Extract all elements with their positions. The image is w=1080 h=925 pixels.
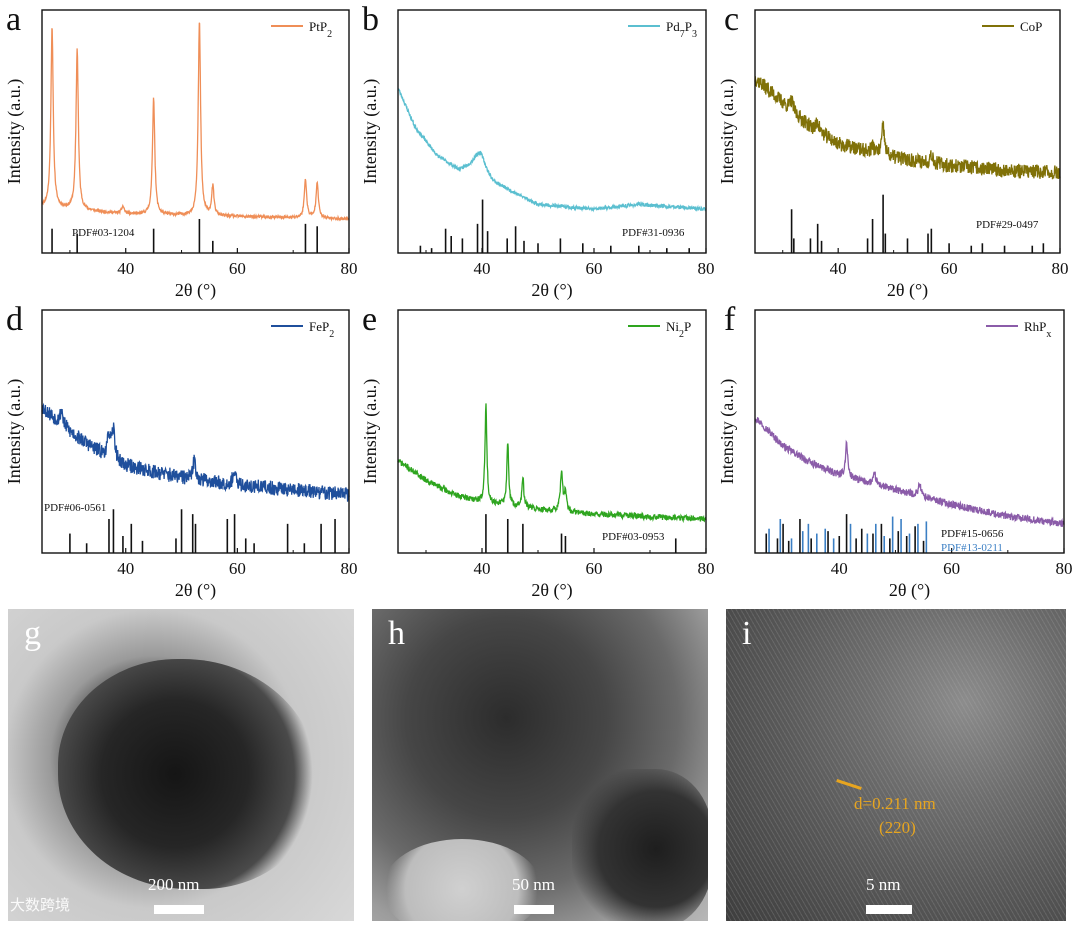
x-tick-label: 40 — [117, 259, 134, 278]
x-tick-label: 40 — [117, 559, 134, 578]
xrd-panel-d: 40 60 80 2θ (°) Intensity (a.u.) d FeP2 PDF#06-… — [4, 301, 358, 601]
reference-pattern — [485, 514, 677, 553]
plot-frame — [41, 9, 350, 254]
xrd-panel-e: 40 60 80 2θ (°) Intensity (a.u.) e Ni2P PDF#03-… — [360, 301, 715, 601]
x-tick-label: 60 — [586, 259, 603, 278]
diffraction-curve — [754, 417, 1065, 527]
pdf-card-label: PDF#03-0953 — [602, 531, 665, 543]
x-tick-label: 40 — [831, 559, 848, 578]
x-axis-title: 2θ (°) — [889, 580, 930, 601]
xrd-panel-f: 40 60 80 2θ (°) Intensity (a.u.) f RhPx PDF#15-… — [717, 301, 1073, 601]
diffraction-curve — [397, 88, 707, 213]
x-axis-title: 2θ (°) — [531, 280, 572, 301]
y-axis-title: Intensity (a.u.) — [4, 379, 25, 484]
legend: CoP — [982, 19, 1042, 34]
tem-panel-g: g 200 nm — [8, 609, 354, 921]
x-tick-label: 80 — [1056, 559, 1073, 578]
scale-bar-label: 50 nm — [512, 875, 555, 894]
panel-letter-h: h — [388, 615, 405, 652]
lattice-fringes — [726, 609, 1066, 921]
watermark-text: 大数跨境 — [10, 896, 71, 914]
d-spacing-label: d=0.211 nm — [854, 794, 936, 813]
pdf-card-label: PDF#13-0211 — [941, 542, 1003, 554]
xrd-panel-b: 40 60 80 2θ (°) Intensity (a.u.) b Pd7P3 PDF#31… — [360, 1, 715, 301]
x-tick-label: 80 — [341, 559, 358, 578]
x-tick-label: 80 — [1052, 259, 1069, 278]
legend-label: CoP — [1020, 19, 1042, 34]
reference-pattern — [51, 218, 318, 253]
pdf-card-label: PDF#03-1204 — [72, 227, 135, 239]
x-tick-label: 40 — [474, 559, 491, 578]
y-axis-title: Intensity (a.u.) — [717, 79, 738, 184]
panel-letter-i: i — [742, 615, 752, 652]
y-axis-title: Intensity (a.u.) — [360, 379, 381, 484]
scale-bar-label: 200 nm — [148, 875, 200, 894]
diffraction-curve — [754, 76, 1061, 180]
x-tick-label: 80 — [698, 559, 715, 578]
pdf-card-label: PDF#15-0656 — [941, 528, 1004, 540]
panel-letter: a — [6, 1, 21, 38]
plot-frame — [754, 309, 1065, 554]
legend: FeP2 — [271, 319, 334, 340]
diffraction-curve — [397, 403, 707, 524]
legend: Pd7P3 — [628, 19, 697, 40]
pdf-card-label: PDF#06-0561 — [44, 502, 106, 514]
y-axis-title: Intensity (a.u.) — [360, 79, 381, 184]
legend-label: Ni2P — [666, 319, 691, 340]
xrd-panel-a: 40 60 80 2θ (°) Intensity (a.u.) a PtP2 PDF#03-… — [4, 1, 358, 301]
legend: Ni2P — [628, 319, 691, 340]
y-axis-title: Intensity (a.u.) — [717, 379, 738, 484]
diffraction-curve — [41, 22, 350, 222]
tem-particle-cluster — [58, 659, 318, 889]
x-axis-title: 2θ (°) — [175, 580, 216, 601]
scale-bar — [154, 905, 204, 914]
x-tick-label: 60 — [229, 559, 246, 578]
reference-pattern — [69, 509, 336, 553]
legend-label: FeP2 — [309, 319, 334, 340]
tem-panel-h: h 50 nm — [372, 609, 708, 921]
plot-frame — [754, 9, 1061, 254]
legend: PtP2 — [271, 19, 332, 40]
reference-pattern — [790, 194, 1045, 253]
scale-bar — [866, 905, 912, 914]
plot-frame — [397, 309, 707, 554]
diffraction-curve — [41, 402, 350, 502]
x-tick-label: 80 — [698, 259, 715, 278]
reference-pattern — [419, 199, 691, 253]
x-axis-title: 2θ (°) — [175, 280, 216, 301]
panel-letter-g: g — [24, 615, 41, 652]
scale-bar-label: 5 nm — [866, 875, 901, 894]
x-tick-label: 60 — [941, 259, 958, 278]
legend-label: RhPx — [1024, 319, 1051, 340]
y-axis-title: Intensity (a.u.) — [4, 79, 25, 184]
legend: RhPx — [986, 319, 1051, 340]
x-tick-label: 60 — [943, 559, 960, 578]
xrd-panel-c: 40 60 80 2θ (°) Intensity (a.u.) c CoP PDF#29-0… — [717, 1, 1069, 301]
panel-letter: e — [362, 301, 377, 338]
pdf-card-label: PDF#31-0936 — [622, 227, 685, 239]
legend-label: Pd7P3 — [666, 19, 697, 40]
tem-panel-i: i d=0.211 nm (220) 5 nm — [726, 609, 1066, 921]
x-axis-title: 2θ (°) — [887, 280, 928, 301]
legend-label: PtP2 — [309, 19, 332, 40]
x-tick-label: 60 — [229, 259, 246, 278]
pdf-card-label: PDF#29-0497 — [976, 219, 1039, 231]
panel-letter: b — [362, 1, 379, 38]
scale-bar — [514, 905, 554, 914]
x-axis-title: 2θ (°) — [531, 580, 572, 601]
panel-letter: d — [6, 301, 23, 338]
x-tick-label: 80 — [341, 259, 358, 278]
x-tick-label: 40 — [474, 259, 491, 278]
lattice-plane-label: (220) — [879, 818, 916, 837]
plot-frame — [41, 309, 350, 554]
tem-particle-region — [572, 769, 708, 921]
reference-pattern — [765, 514, 925, 553]
plot-frame — [397, 9, 707, 254]
reference-pattern — [768, 516, 928, 553]
panel-letter: f — [724, 301, 736, 338]
x-tick-label: 40 — [830, 259, 847, 278]
x-tick-label: 60 — [586, 559, 603, 578]
panel-letter: c — [724, 1, 739, 38]
